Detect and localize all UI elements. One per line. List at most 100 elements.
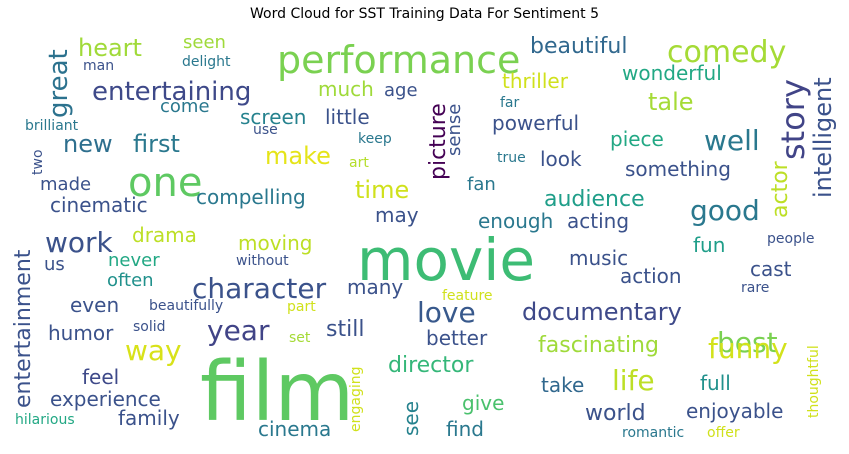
- word-never: never: [108, 250, 160, 271]
- word-fascinating: fascinating: [538, 333, 659, 358]
- word-screen: screen: [240, 105, 306, 129]
- word-piece: piece: [610, 127, 664, 151]
- word-well: well: [704, 124, 760, 157]
- word-character: character: [192, 272, 327, 305]
- word-part: part: [287, 299, 316, 315]
- word-hilarious: hilarious: [15, 412, 75, 428]
- word-look: look: [540, 147, 582, 171]
- word-delight: delight: [182, 54, 231, 70]
- word-music: music: [569, 246, 628, 270]
- word-new: new: [63, 130, 113, 158]
- word-powerful: powerful: [492, 111, 579, 135]
- word-thriller: thriller: [502, 69, 569, 93]
- word-even: even: [70, 293, 119, 317]
- word-cinema: cinema: [258, 417, 331, 441]
- word-rare: rare: [741, 280, 769, 296]
- word-sense: sense: [444, 104, 465, 156]
- word-director: director: [388, 353, 474, 378]
- word-without: without: [236, 253, 289, 269]
- word-full: full: [700, 371, 731, 395]
- word-romantic: romantic: [622, 425, 684, 441]
- word-one: one: [128, 160, 202, 206]
- chart-title: Word Cloud for SST Training Data For Sen…: [250, 6, 599, 22]
- word-still: still: [326, 317, 364, 342]
- word-film: film: [200, 345, 354, 440]
- word-something: something: [625, 157, 731, 181]
- word-entertainment: entertainment: [11, 249, 36, 408]
- word-audience: audience: [544, 187, 645, 212]
- word-brilliant: brilliant: [25, 118, 79, 134]
- word-way: way: [125, 334, 182, 367]
- word-better: better: [426, 326, 488, 350]
- word-funny: funny: [708, 332, 788, 365]
- word-moving: moving: [238, 231, 312, 255]
- word-man: man: [83, 58, 114, 74]
- word-enjoyable: enjoyable: [686, 399, 783, 423]
- word-offer: offer: [707, 425, 740, 441]
- word-often: often: [107, 270, 154, 291]
- word-age: age: [384, 80, 418, 101]
- word-drama: drama: [132, 223, 197, 247]
- word-heart: heart: [78, 34, 142, 62]
- word-documentary: documentary: [522, 298, 682, 326]
- word-made: made: [40, 174, 91, 195]
- word-best: best: [717, 326, 778, 359]
- word-tale: tale: [648, 88, 694, 116]
- word-experience: experience: [50, 387, 161, 411]
- word-come: come: [160, 96, 210, 117]
- word-fan: fan: [467, 174, 496, 195]
- word-humor: humor: [48, 321, 114, 345]
- word-set: set: [289, 330, 311, 346]
- word-good: good: [690, 194, 760, 227]
- word-great: great: [44, 49, 74, 118]
- word-may: may: [375, 203, 419, 227]
- word-year: year: [207, 314, 270, 347]
- word-many: many: [347, 275, 403, 299]
- word-make: make: [265, 142, 331, 170]
- word-love: love: [417, 296, 476, 329]
- word-enough: enough: [478, 209, 553, 233]
- word-family: family: [118, 406, 180, 430]
- word-much: much: [318, 77, 374, 101]
- word-cast: cast: [750, 257, 792, 281]
- word-keep: keep: [358, 131, 392, 147]
- word-far: far: [500, 95, 520, 111]
- word-seen: seen: [183, 32, 226, 53]
- word-actor: actor: [768, 160, 793, 218]
- word-story: story: [774, 79, 812, 160]
- word-beautiful: beautiful: [530, 34, 627, 59]
- word-two: two: [30, 149, 46, 175]
- word-see: see: [399, 401, 423, 436]
- word-performance: performance: [277, 38, 520, 82]
- word-action: action: [620, 264, 682, 288]
- word-give: give: [462, 391, 504, 415]
- word-take: take: [541, 373, 584, 397]
- word-art: art: [349, 155, 369, 171]
- word-little: little: [325, 105, 370, 129]
- word-find: find: [446, 417, 484, 441]
- word-comedy: comedy: [667, 35, 786, 70]
- word-thoughtful: thoughtful: [806, 345, 822, 418]
- word-entertaining: entertaining: [92, 77, 251, 107]
- word-people: people: [767, 231, 814, 247]
- word-solid: solid: [133, 319, 166, 335]
- word-picture: picture: [426, 103, 451, 180]
- word-world: world: [585, 401, 646, 426]
- word-acting: acting: [567, 209, 629, 233]
- word-engaging: engaging: [348, 367, 364, 433]
- word-fun: fun: [693, 233, 725, 257]
- word-us: us: [44, 254, 65, 275]
- word-time: time: [355, 176, 409, 204]
- word-work: work: [45, 226, 114, 259]
- word-compelling: compelling: [196, 185, 306, 209]
- word-feel: feel: [82, 365, 119, 389]
- word-life: life: [612, 364, 655, 397]
- word-wonderful: wonderful: [622, 61, 722, 85]
- word-cinematic: cinematic: [50, 193, 148, 217]
- word-feature: feature: [442, 288, 493, 304]
- word-first: first: [133, 130, 180, 158]
- word-intelligent: intelligent: [809, 77, 837, 198]
- word-movie: movie: [357, 226, 535, 294]
- word-true: true: [497, 150, 526, 166]
